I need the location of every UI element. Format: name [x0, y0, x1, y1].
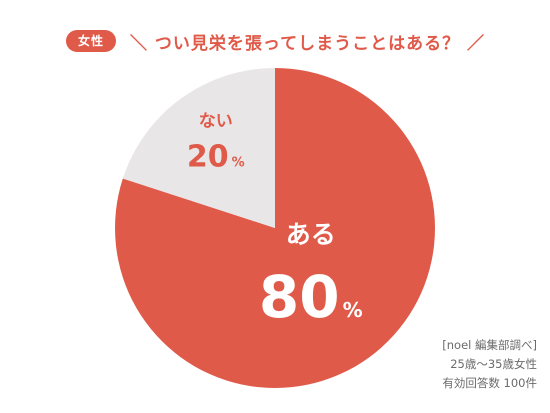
source-note: [noel 編集部調べ] 25歳〜35歳女性 有効回答数 100件	[442, 336, 537, 393]
pie-slices	[115, 67, 435, 388]
slice-label-1: ない	[199, 111, 233, 131]
slice-label-0: ある	[286, 220, 336, 249]
gender-badge: 女性	[66, 30, 117, 52]
source-line-2: 25歳〜35歳女性	[450, 357, 537, 371]
pie-labels: ある 80 % ない 20%	[187, 111, 363, 331]
chart-title: ＼ つい見栄を張ってしまうことはある？ ／	[130, 33, 486, 54]
source-line-3: 有効回答数 100件	[442, 376, 537, 390]
slice-value-0: 80%	[259, 263, 363, 331]
pie-slice-1	[122, 67, 275, 228]
slice-value-1: 20%	[187, 139, 245, 174]
source-line-1: [noel 編集部調べ]	[442, 338, 537, 352]
chart-header: 女性 ＼ つい見栄を張ってしまうことはある？ ／	[66, 28, 485, 54]
